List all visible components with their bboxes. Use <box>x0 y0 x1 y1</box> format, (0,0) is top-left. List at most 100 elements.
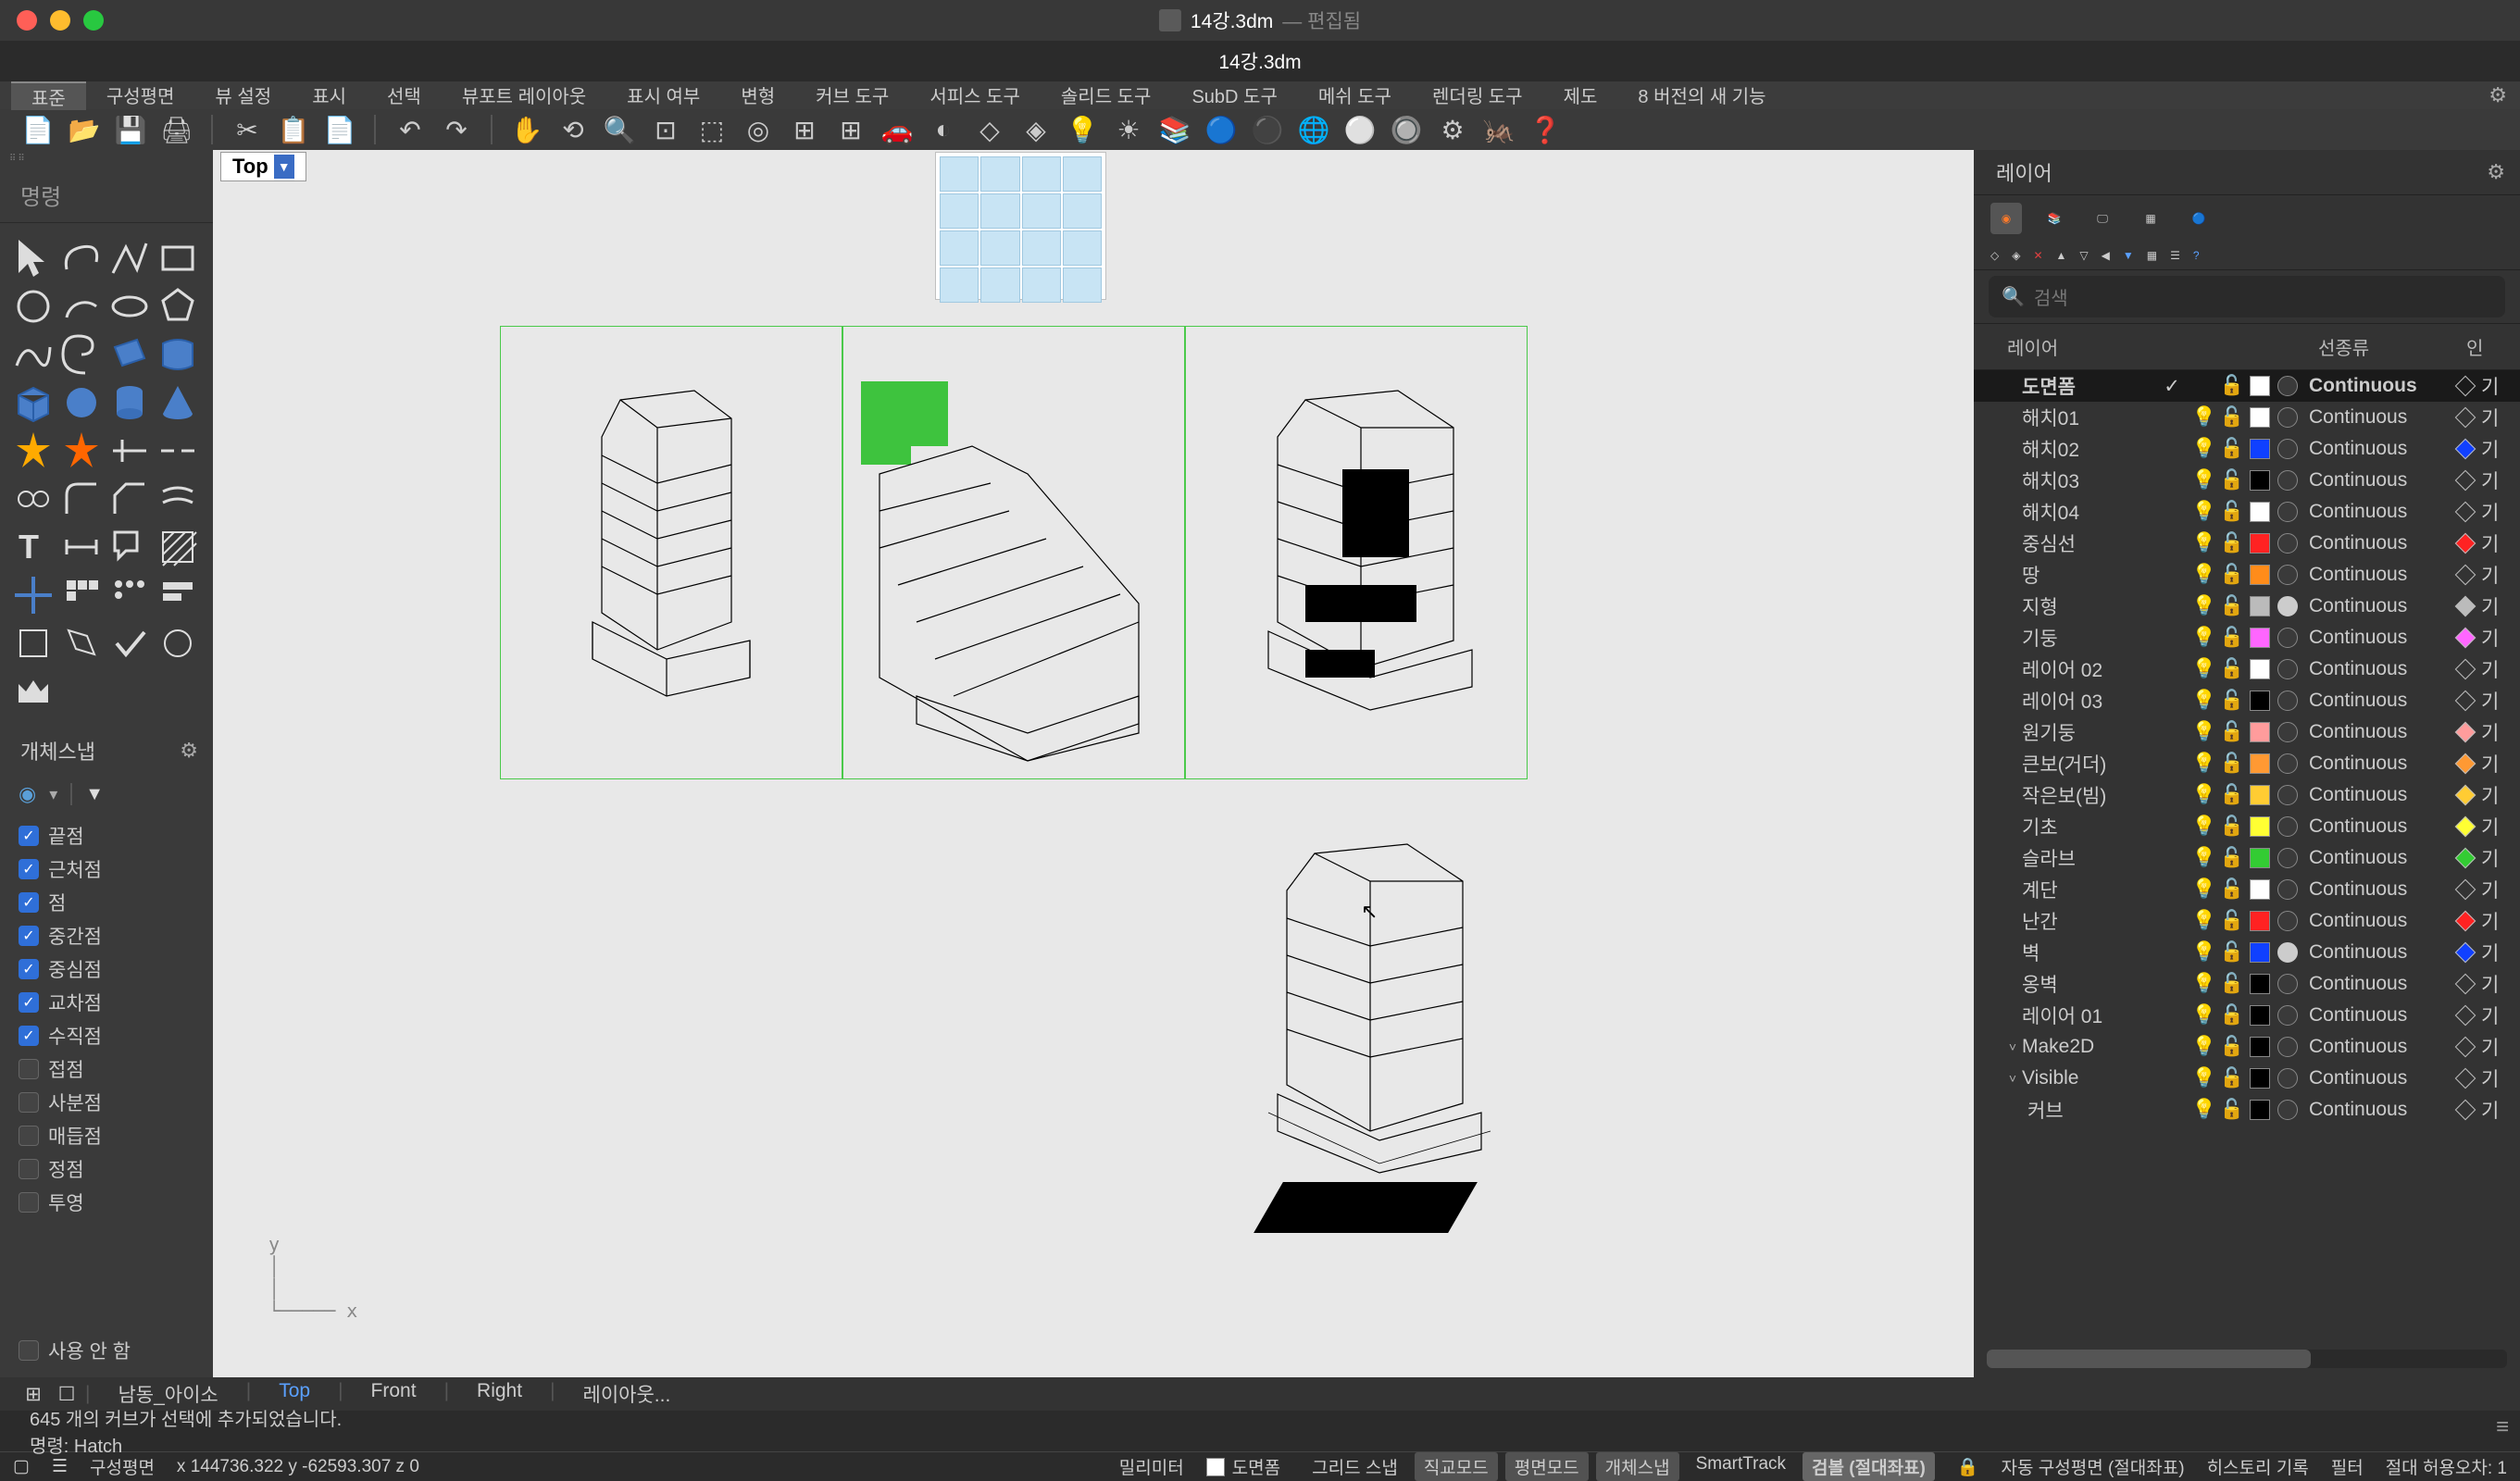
visibility-bulb-icon[interactable]: 💡 <box>2190 941 2218 964</box>
layer-color-swatch[interactable] <box>2246 1100 2274 1120</box>
align-tool-icon[interactable] <box>156 573 200 617</box>
polyline-tool-icon[interactable] <box>107 236 152 280</box>
lock-icon[interactable]: 🔓 <box>2218 627 2246 649</box>
lock-icon[interactable]: 🔓 <box>2218 878 2246 901</box>
current-check-icon[interactable]: ✓ <box>2153 375 2190 398</box>
lock-icon[interactable]: 🔓 <box>2218 595 2246 617</box>
print-width[interactable]: 기 <box>2481 592 2509 620</box>
layer-color-swatch[interactable] <box>2246 753 2274 774</box>
chevron-down-icon[interactable]: ▼ <box>274 155 294 179</box>
layer-linetype[interactable]: Continuous <box>2302 501 2450 523</box>
offset-tool-icon[interactable] <box>156 477 200 521</box>
layer-linetype[interactable]: Continuous <box>2302 721 2450 743</box>
layer-color-swatch[interactable] <box>2246 1005 2274 1026</box>
ellipse-tool-icon[interactable] <box>107 284 152 329</box>
material-swatch-icon[interactable] <box>2274 1005 2302 1026</box>
grid-tool-icon[interactable] <box>59 573 104 617</box>
status-toggle[interactable]: 개체스냅 <box>1596 1452 1679 1481</box>
lock-icon[interactable]: 🔓 <box>2218 1004 2246 1027</box>
visibility-bulb-icon[interactable]: 💡 <box>2190 847 2218 869</box>
menubar-item[interactable]: SubD 도구 <box>1171 81 1297 110</box>
status-current-layer[interactable]: 도면폼 <box>1206 1454 1280 1479</box>
print-width[interactable]: 기 <box>2481 813 2509 840</box>
lock-icon[interactable]: 🔓 <box>2218 815 2246 838</box>
named-view-icon[interactable]: ⊞ <box>787 112 822 147</box>
command-label[interactable]: 명령 <box>0 168 213 223</box>
layer-color-swatch[interactable] <box>2246 439 2274 459</box>
lock-icon[interactable]: 🔓 <box>2218 438 2246 460</box>
grasshopper-icon[interactable]: 🦗 <box>1481 112 1516 147</box>
menubar-item[interactable]: 8 버전의 새 기능 <box>1617 81 1786 110</box>
zoom-selected-icon[interactable]: ◎ <box>741 112 776 147</box>
print-color-icon[interactable] <box>2450 725 2481 740</box>
new-layer-icon[interactable]: ◇ <box>1990 249 1999 262</box>
crown-tool-icon[interactable] <box>11 669 56 714</box>
osnap-item[interactable]: ✓점 <box>19 886 194 919</box>
polygon-tool-icon[interactable] <box>156 284 200 329</box>
layer-color-swatch[interactable] <box>2246 785 2274 805</box>
material-swatch-icon[interactable] <box>2274 659 2302 679</box>
layer-color-swatch[interactable] <box>2246 565 2274 585</box>
print-width[interactable]: 기 <box>2481 907 2509 935</box>
osnap-item[interactable]: ✓중간점 <box>19 919 194 952</box>
cylinder-tool-icon[interactable] <box>107 380 152 425</box>
layer-row[interactable]: 큰보(거더) 💡 🔓 Continuous 기 <box>1974 748 2520 779</box>
layer-linetype[interactable]: Continuous <box>2302 595 2450 617</box>
checkbox-icon[interactable]: ✓ <box>19 1026 39 1046</box>
menubar-item[interactable]: 뷰포트 레이아웃 <box>442 81 606 110</box>
layer-color-swatch[interactable] <box>2246 1037 2274 1057</box>
layer-row[interactable]: 해치03 💡 🔓 Continuous 기 <box>1974 465 2520 496</box>
lock-icon[interactable]: 🔓 <box>2218 910 2246 932</box>
layer-color-swatch[interactable] <box>2246 816 2274 837</box>
osnap-item[interactable]: 투영 <box>19 1186 194 1219</box>
material-swatch-icon[interactable] <box>2274 628 2302 648</box>
menubar-item[interactable]: 표시 <box>292 81 367 110</box>
palette-cell[interactable] <box>1063 268 1102 303</box>
check-tool-icon[interactable] <box>107 621 152 666</box>
layer-row[interactable]: 땅 💡 🔓 Continuous 기 <box>1974 559 2520 591</box>
circle-tool-icon[interactable] <box>11 284 56 329</box>
lock-icon[interactable]: 🔓 <box>2218 847 2246 869</box>
print-color-icon[interactable] <box>2450 567 2481 582</box>
layer-row[interactable]: 난간 💡 🔓 Continuous 기 <box>1974 905 2520 937</box>
print-color-icon[interactable] <box>2450 442 2481 456</box>
visibility-bulb-icon[interactable]: 💡 <box>2190 469 2218 492</box>
palette-cell[interactable] <box>980 156 1019 192</box>
layer-row[interactable]: 해치02 💡 🔓 Continuous 기 <box>1974 433 2520 465</box>
osnap-item[interactable]: ✓근처점 <box>19 853 194 886</box>
horizontal-scrollbar[interactable] <box>1987 1350 2507 1368</box>
print-width[interactable]: 기 <box>2481 687 2509 715</box>
print-color-icon[interactable] <box>2450 788 2481 803</box>
print-color-icon[interactable] <box>2450 1008 2481 1023</box>
save-icon[interactable]: 💾 <box>113 112 148 147</box>
layer-linetype[interactable]: Continuous <box>2302 910 2450 932</box>
visibility-bulb-icon[interactable]: 💡 <box>2190 753 2218 775</box>
layer-color-swatch[interactable] <box>2246 848 2274 868</box>
material-swatch-icon[interactable] <box>2274 691 2302 711</box>
arc-tool-icon[interactable] <box>59 284 104 329</box>
move-top-icon[interactable]: ◀ <box>2102 249 2110 262</box>
checkbox-icon[interactable]: ✓ <box>19 926 39 946</box>
print-color-icon[interactable] <box>2450 914 2481 928</box>
layer-linetype[interactable]: Continuous <box>2302 532 2450 554</box>
light-icon[interactable]: 💡 <box>1065 112 1100 147</box>
visibility-bulb-icon[interactable]: 💡 <box>2190 910 2218 932</box>
status-toggle[interactable]: 직교모드 <box>1415 1452 1498 1481</box>
print-color-icon[interactable] <box>2450 630 2481 645</box>
layer-linetype[interactable]: Continuous <box>2302 815 2450 838</box>
visibility-bulb-icon[interactable]: 💡 <box>2190 406 2218 429</box>
lock-icon[interactable]: 🔓 <box>2218 721 2246 743</box>
layer-row[interactable]: 커브 💡 🔓 Continuous 기 <box>1974 1094 2520 1126</box>
print-width[interactable]: 기 <box>2481 624 2509 652</box>
layer-row[interactable]: 도면폼 ✓ 🔓 Continuous 기 <box>1974 370 2520 402</box>
material-tab-icon[interactable]: ▦ <box>2135 203 2166 234</box>
list-icon[interactable]: ☰ <box>52 1456 68 1477</box>
lock-icon[interactable]: 🔓 <box>2218 469 2246 492</box>
box-tool-icon[interactable] <box>11 380 56 425</box>
palette-cell[interactable] <box>1022 230 1061 266</box>
loft-tool-icon[interactable] <box>156 332 200 377</box>
material-swatch-icon[interactable] <box>2274 533 2302 554</box>
explode-tool-icon[interactable] <box>11 429 56 473</box>
print-color-icon[interactable] <box>2450 599 2481 614</box>
layer-row[interactable]: 원기둥 💡 🔓 Continuous 기 <box>1974 716 2520 748</box>
